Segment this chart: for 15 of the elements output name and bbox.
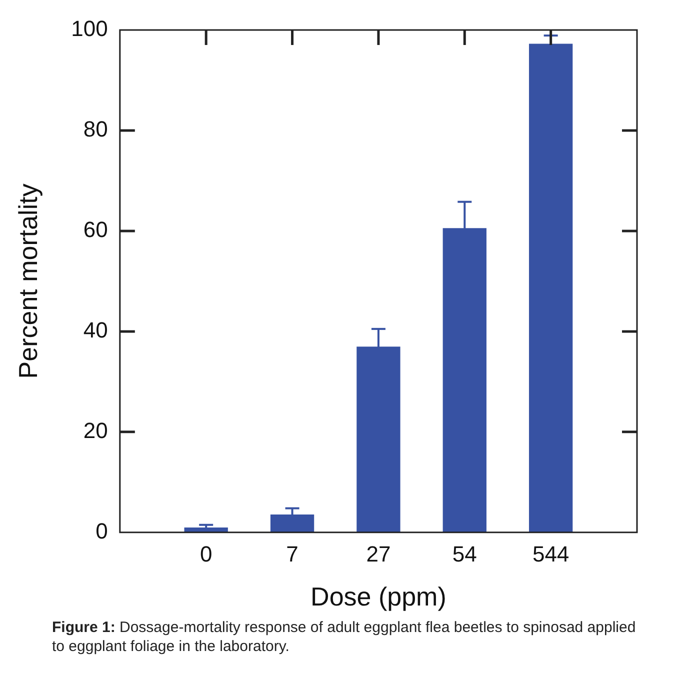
x-tick-label: 544 bbox=[532, 542, 570, 567]
caption: Figure 1: Dossage-mortality response of adult eggplant flea beetles to spinosad applied to eggplant foliage in the laboratory. bbox=[52, 618, 637, 656]
x-tick-label: 7 bbox=[286, 542, 298, 567]
y-tick-label: 60 bbox=[83, 217, 108, 242]
y-tick-label: 20 bbox=[83, 418, 108, 443]
bar bbox=[528, 44, 573, 532]
x-tick-label: 27 bbox=[366, 542, 391, 567]
x-tick-label: 54 bbox=[452, 542, 477, 567]
y-tick-label: 80 bbox=[83, 116, 108, 142]
x-tick-label: 0 bbox=[200, 542, 212, 567]
y-tick-label: 100 bbox=[71, 16, 108, 42]
y-axis-title: Percent mortality bbox=[12, 184, 43, 379]
y-tick-label: 40 bbox=[83, 318, 108, 343]
y-tick-label: 0 bbox=[96, 518, 108, 544]
x-axis-title: Dose (ppm) bbox=[310, 582, 446, 612]
